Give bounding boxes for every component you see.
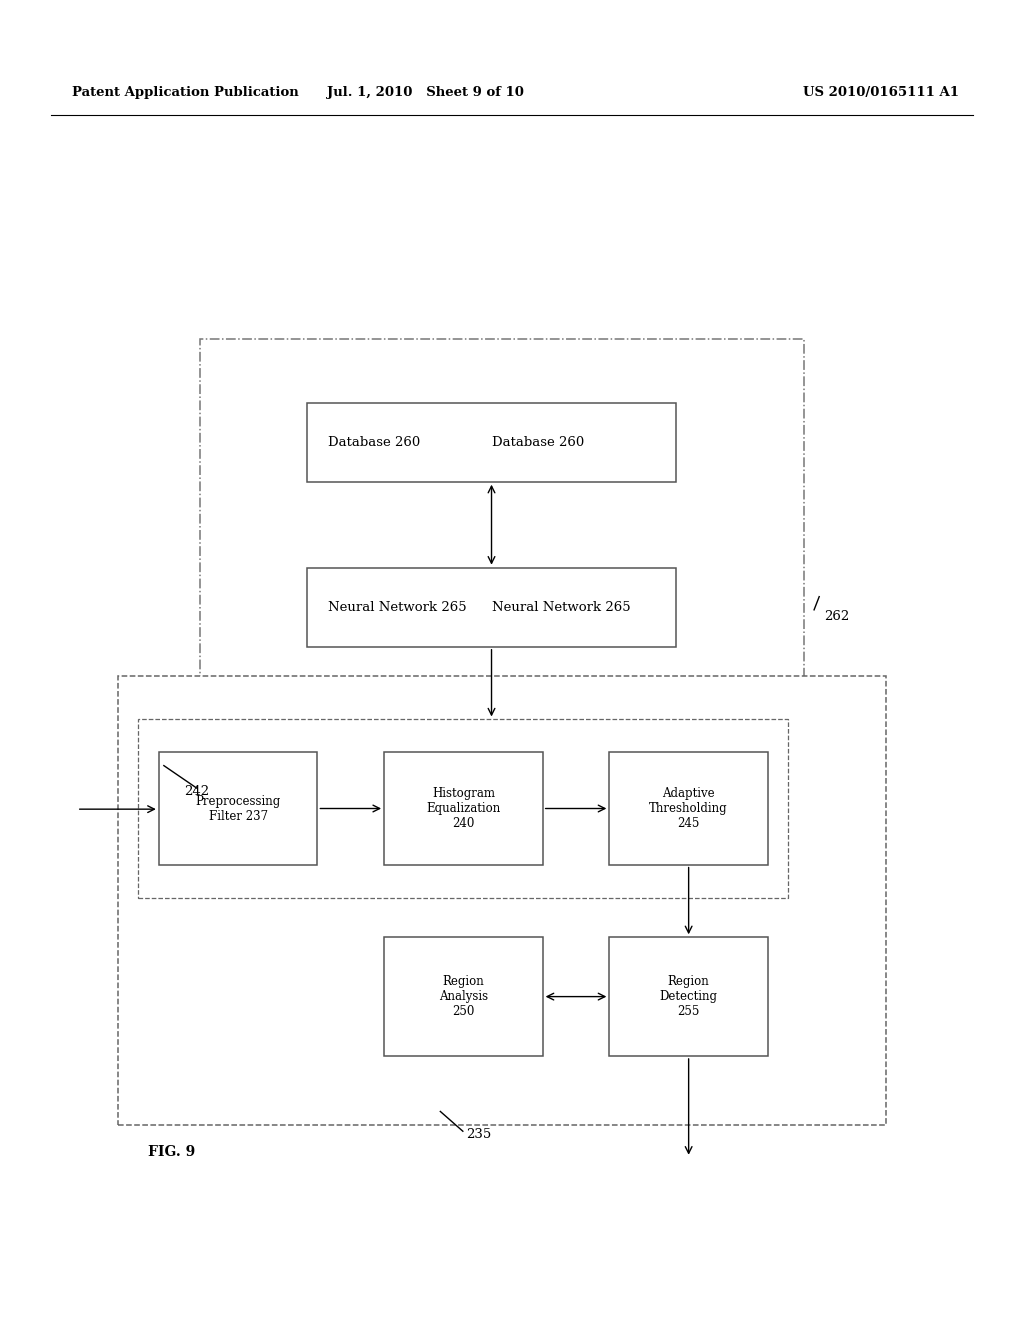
Text: 235: 235 xyxy=(466,1127,492,1140)
Bar xyxy=(307,403,676,482)
Text: Neural Network 265: Neural Network 265 xyxy=(492,601,630,614)
Text: 242: 242 xyxy=(184,784,210,797)
Text: Histogram
Equalization
240: Histogram Equalization 240 xyxy=(426,787,501,830)
Text: Database 260: Database 260 xyxy=(492,436,584,449)
Text: Region
Analysis
250: Region Analysis 250 xyxy=(439,975,487,1018)
Bar xyxy=(609,752,768,865)
Text: Database 260: Database 260 xyxy=(328,436,420,449)
Text: 262: 262 xyxy=(824,610,850,623)
Text: Region
Detecting
255: Region Detecting 255 xyxy=(659,975,718,1018)
Text: Preprocessing
Filter 237: Preprocessing Filter 237 xyxy=(196,795,281,822)
Bar xyxy=(609,937,768,1056)
Text: FIG. 9: FIG. 9 xyxy=(148,1146,196,1159)
Bar xyxy=(159,752,317,865)
Bar xyxy=(138,719,788,898)
Text: Neural Network 265: Neural Network 265 xyxy=(328,601,466,614)
Bar xyxy=(200,339,804,689)
Text: US 2010/0165111 A1: US 2010/0165111 A1 xyxy=(803,86,958,99)
Bar xyxy=(307,568,676,647)
Text: Adaptive
Thresholding
245: Adaptive Thresholding 245 xyxy=(649,787,728,830)
Text: Jul. 1, 2010   Sheet 9 of 10: Jul. 1, 2010 Sheet 9 of 10 xyxy=(327,86,523,99)
Text: Patent Application Publication: Patent Application Publication xyxy=(72,86,298,99)
Bar xyxy=(384,752,543,865)
Bar xyxy=(118,676,886,1125)
Bar xyxy=(384,937,543,1056)
